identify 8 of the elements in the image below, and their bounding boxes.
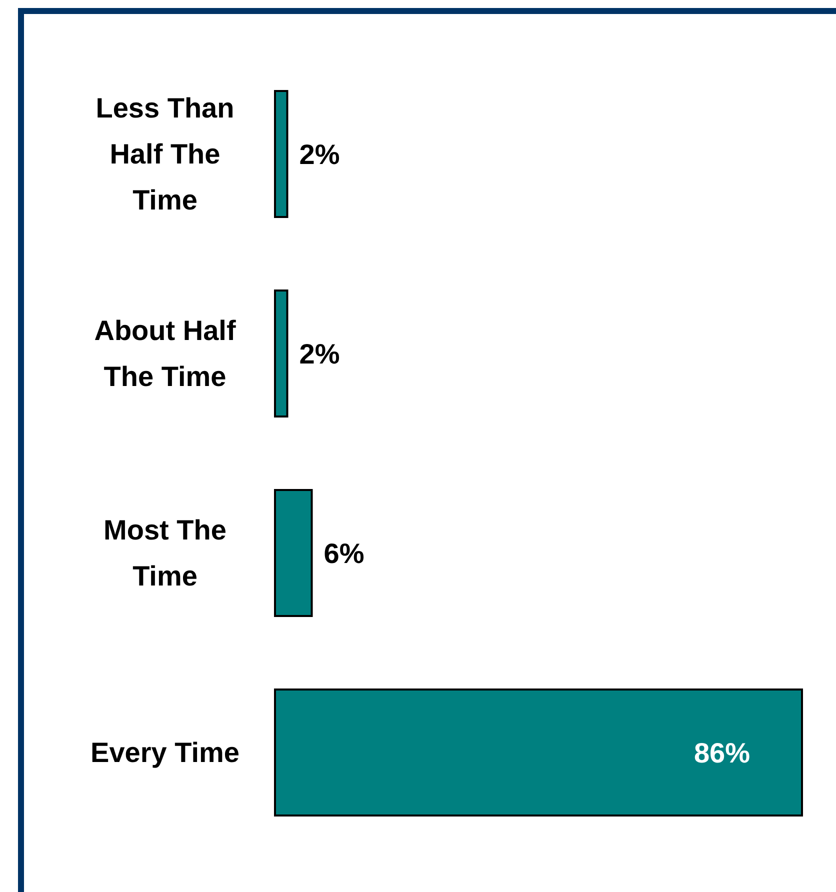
y-tick-label: Every Time [90,737,240,768]
data-label: 2% [299,138,340,170]
y-tick-label: About Half The Time [94,315,236,392]
y-tick-label: Most The Time [104,514,226,592]
y-tick-label: Less Than Half The Time [96,92,234,216]
data-label: 6% [324,538,364,569]
data-label: 2% [299,338,340,370]
data-label: 86% [694,737,750,768]
